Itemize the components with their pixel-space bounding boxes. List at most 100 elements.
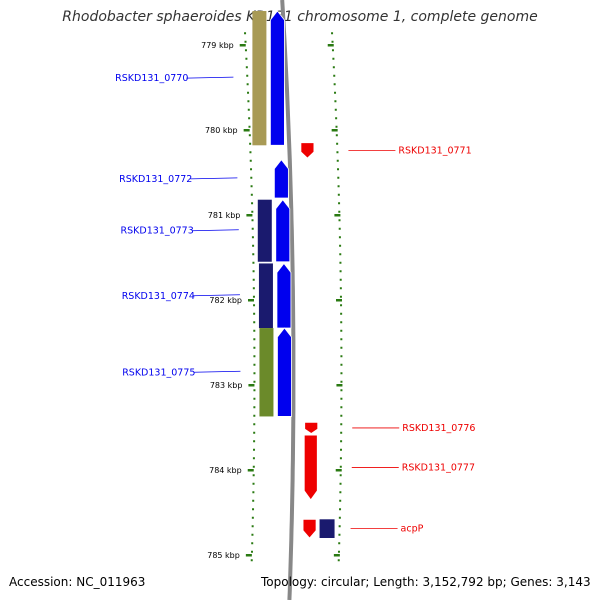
minor-tick-outer bbox=[339, 457, 342, 460]
minor-tick-inner bbox=[253, 372, 256, 375]
minor-tick-outer bbox=[339, 261, 342, 264]
gene-label-rskd131_0777[interactable]: RSKD131_0777 bbox=[402, 462, 475, 473]
gene-arrow-acpp[interactable] bbox=[302, 518, 317, 539]
minor-tick-inner bbox=[244, 49, 247, 52]
map-title: Rhodobacter sphaeroides KD131 chromosome… bbox=[62, 9, 538, 25]
major-tick-inner bbox=[248, 384, 255, 387]
gene-label-rskd131_0775[interactable]: RSKD131_0775 bbox=[122, 367, 195, 378]
minor-tick-outer bbox=[339, 287, 342, 290]
gene-label-rskd131_0773[interactable]: RSKD131_0773 bbox=[121, 226, 194, 237]
minor-tick-inner bbox=[246, 74, 249, 77]
major-tick-inner bbox=[245, 554, 252, 557]
minor-tick-inner bbox=[252, 261, 255, 264]
minor-tick-outer bbox=[332, 66, 335, 69]
minor-tick-outer bbox=[340, 338, 343, 341]
gene-arrow-rskd131_0775[interactable] bbox=[277, 327, 292, 417]
minor-tick-inner bbox=[252, 253, 255, 256]
gene-arrow-rskd131_0771[interactable] bbox=[300, 142, 315, 159]
minor-tick-outer bbox=[339, 499, 342, 502]
minor-tick-outer bbox=[335, 117, 338, 120]
minor-tick-outer bbox=[339, 270, 342, 273]
ruler-tick-label: 782 kbp bbox=[209, 296, 242, 305]
minor-tick-inner bbox=[251, 210, 254, 213]
leader-line-rskd131_0772 bbox=[190, 177, 238, 180]
minor-tick-inner bbox=[253, 380, 256, 383]
minor-tick-inner bbox=[253, 431, 256, 434]
minor-tick-outer bbox=[337, 550, 340, 553]
minor-tick-outer bbox=[338, 202, 341, 205]
minor-tick-outer bbox=[340, 380, 343, 383]
ruler-tick-label: 780 kbp bbox=[205, 126, 238, 135]
gene-label-acpp[interactable]: acpP bbox=[401, 524, 424, 535]
minor-tick-outer bbox=[337, 559, 340, 562]
minor-tick-outer bbox=[340, 321, 343, 324]
ruler-tick-label: 785 kbp bbox=[207, 551, 240, 560]
minor-tick-inner bbox=[253, 346, 256, 349]
minor-tick-inner bbox=[253, 338, 256, 341]
minor-tick-inner bbox=[248, 134, 251, 137]
minor-tick-outer bbox=[338, 210, 341, 213]
gene-label-rskd131_0774[interactable]: RSKD131_0774 bbox=[122, 291, 195, 302]
gene-arrow-rskd131_0773[interactable] bbox=[275, 199, 291, 263]
gene-arrow-rskd131_0770[interactable] bbox=[270, 10, 285, 146]
minor-tick-inner bbox=[250, 550, 253, 553]
major-tick-inner bbox=[243, 129, 250, 132]
minor-tick-outer bbox=[340, 440, 343, 443]
minor-tick-inner bbox=[252, 508, 255, 511]
minor-tick-outer bbox=[340, 397, 343, 400]
minor-tick-outer bbox=[339, 465, 342, 468]
minor-tick-inner bbox=[244, 32, 247, 35]
minor-tick-inner bbox=[252, 482, 255, 485]
minor-tick-inner bbox=[253, 406, 256, 409]
major-tick-outer bbox=[334, 214, 341, 217]
minor-tick-outer bbox=[340, 406, 343, 409]
minor-tick-inner bbox=[252, 295, 255, 298]
minor-tick-outer bbox=[334, 100, 337, 103]
minor-tick-inner bbox=[250, 176, 253, 179]
minor-tick-inner bbox=[253, 448, 256, 451]
genome-backbone bbox=[280, 0, 296, 600]
minor-tick-inner bbox=[250, 193, 253, 196]
minor-tick-inner bbox=[250, 559, 253, 562]
genome-summary-label: Topology: circular; Length: 3,152,792 bp… bbox=[261, 575, 591, 589]
gene-arrow-rskd131_0772[interactable] bbox=[273, 159, 289, 199]
minor-tick-outer bbox=[339, 508, 342, 511]
minor-tick-inner bbox=[250, 185, 253, 188]
minor-tick-outer bbox=[333, 74, 336, 77]
gene-label-rskd131_0770[interactable]: RSKD131_0770 bbox=[115, 73, 188, 84]
minor-tick-inner bbox=[251, 202, 254, 205]
minor-tick-outer bbox=[339, 474, 342, 477]
major-tick-outer bbox=[333, 554, 340, 557]
minor-tick-inner bbox=[253, 423, 256, 426]
gene-label-rskd131_0771[interactable]: RSKD131_0771 bbox=[398, 145, 471, 156]
minor-tick-inner bbox=[251, 236, 254, 239]
minor-tick-outer bbox=[333, 83, 336, 86]
minor-tick-inner bbox=[252, 287, 255, 290]
minor-tick-outer bbox=[336, 142, 339, 145]
minor-tick-outer bbox=[340, 372, 343, 375]
minor-tick-outer bbox=[338, 533, 341, 536]
major-tick-inner bbox=[247, 469, 254, 472]
minor-tick-inner bbox=[248, 117, 251, 120]
minor-tick-inner bbox=[249, 142, 252, 145]
minor-tick-inner bbox=[252, 491, 255, 494]
leader-line-rskd131_0773 bbox=[191, 229, 239, 232]
minor-tick-inner bbox=[244, 40, 247, 43]
gene-arrow-rskd131_0774[interactable] bbox=[276, 262, 292, 329]
gene-label-rskd131_0772[interactable]: RSKD131_0772 bbox=[119, 174, 192, 185]
major-tick-inner bbox=[239, 44, 246, 47]
minor-tick-inner bbox=[253, 397, 256, 400]
gene-label-rskd131_0776[interactable]: RSKD131_0776 bbox=[402, 423, 475, 434]
minor-tick-outer bbox=[337, 193, 340, 196]
minor-tick-inner bbox=[251, 219, 254, 222]
minor-tick-inner bbox=[245, 57, 248, 60]
gene-arrow-rskd131_0776[interactable] bbox=[304, 421, 319, 434]
minor-tick-outer bbox=[337, 185, 340, 188]
cog-bar-rskd131_0774 bbox=[258, 263, 273, 329]
minor-tick-inner bbox=[252, 474, 255, 477]
minor-tick-inner bbox=[251, 533, 254, 536]
minor-tick-outer bbox=[339, 491, 342, 494]
gene-arrow-rskd131_0777[interactable] bbox=[303, 434, 318, 501]
